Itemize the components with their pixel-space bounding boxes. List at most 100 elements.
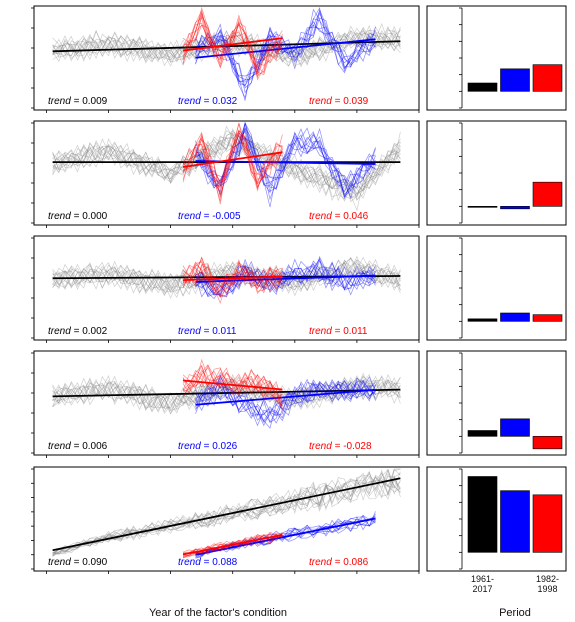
trend-line <box>195 274 376 283</box>
ensemble-line <box>195 518 376 557</box>
ensemble-line <box>195 134 376 193</box>
ensemble-line <box>195 24 376 80</box>
contribution-bar <box>467 206 498 208</box>
contribution-bar <box>467 430 498 437</box>
ensemble-line <box>195 122 376 197</box>
ensemble-line <box>52 130 401 197</box>
period-category-label: 2017 <box>472 584 492 594</box>
ensemble-line <box>182 17 283 71</box>
bar-panel-frame <box>426 120 567 226</box>
ensemble-line <box>182 131 283 198</box>
trend-line <box>183 275 283 281</box>
contribution-bar <box>500 206 530 210</box>
ensemble-line <box>182 10 283 81</box>
ensemble-line <box>195 264 376 298</box>
ensemble-line <box>52 468 401 554</box>
ensemble-line <box>52 137 401 198</box>
trend-line <box>195 388 376 406</box>
contribution-bar <box>500 68 530 92</box>
ensemble-line <box>195 26 376 94</box>
ensemble-line <box>182 15 283 75</box>
trend-label: trend = 0.088 <box>178 557 238 568</box>
ensemble-line <box>195 127 376 201</box>
ensemble-line <box>195 17 376 101</box>
ensemble-line <box>52 261 401 293</box>
ensemble-line <box>52 474 401 554</box>
ensemble-line <box>182 534 283 557</box>
ensemble-line <box>52 26 401 66</box>
ensemble-line <box>52 127 401 201</box>
trend-line <box>182 379 283 391</box>
trend-label: trend = 0.002 <box>48 326 108 337</box>
ensemble-line <box>195 121 376 199</box>
ensemble-line <box>52 468 401 557</box>
time-series-panel: trend = 0.009 trend = 0.032 trend = 0.039 <box>31 5 420 113</box>
ensemble-line <box>182 122 283 186</box>
ensemble-line <box>52 26 401 65</box>
ensemble-line <box>182 24 283 63</box>
trend-label: trend = 0.090 <box>48 557 108 568</box>
contribution-bar-panel <box>426 120 567 226</box>
panel-frame <box>33 235 420 341</box>
ensemble-line <box>195 375 376 416</box>
contribution-bar-panel <box>426 235 567 341</box>
ensemble-line <box>52 476 401 557</box>
ensemble-line <box>182 367 283 401</box>
contribution-bar <box>532 436 563 450</box>
ensemble-line <box>195 121 376 192</box>
contribution-bar <box>500 490 530 553</box>
ensemble-line <box>182 9 283 75</box>
ensemble-line <box>52 375 401 416</box>
trend-label: trend = 0.000 <box>48 211 108 222</box>
ensemble-line <box>52 473 401 557</box>
trend-label: trend = 0.086 <box>309 557 369 568</box>
ensemble-line <box>182 134 283 195</box>
ensemble-line <box>195 122 376 198</box>
ensemble-line <box>182 261 283 294</box>
bar-panel-frame <box>426 235 567 341</box>
time-series-panel: trend = 0.002 trend = 0.011 trend = 0.011 <box>31 235 420 343</box>
contribution-bar <box>467 476 498 553</box>
trend-label: trend = 0.011 <box>309 326 368 337</box>
ensemble-line <box>182 129 283 192</box>
time-series-panel: trend = 0.006 trend = 0.026 trend = -0.028 <box>31 350 420 458</box>
trend-label: trend = 0.046 <box>309 211 369 222</box>
ensemble-line <box>195 127 376 196</box>
contribution-bar <box>532 64 563 92</box>
ensemble-line <box>182 367 283 408</box>
contribution-bar <box>467 82 498 92</box>
ensemble-line <box>52 375 401 409</box>
time-series-panel: trend = 0.000 trend = -0.005 trend = 0.046 <box>31 120 420 228</box>
ensemble-line <box>52 131 401 202</box>
ensemble-line <box>182 366 283 406</box>
ensemble-line <box>182 12 283 79</box>
ensemble-line <box>195 373 376 427</box>
ensemble-line <box>182 263 283 299</box>
ensemble-line <box>52 259 401 296</box>
ensemble-line <box>195 21 376 89</box>
panel-frame <box>33 5 420 111</box>
ensemble-line <box>195 381 376 429</box>
contribution-bar <box>467 318 498 322</box>
ensemble-line <box>52 130 401 197</box>
ensemble-line <box>182 258 283 297</box>
ensemble-line <box>52 472 401 555</box>
trend-line <box>182 37 283 52</box>
trend-line <box>52 477 401 552</box>
ensemble-line <box>182 358 283 413</box>
trend-label: trend = 0.039 <box>309 96 369 107</box>
ensemble-line <box>52 257 401 294</box>
period-category-label: 1998 <box>537 584 557 594</box>
ensemble-line <box>52 25 401 64</box>
ensemble-line <box>52 29 401 67</box>
bar-panel-frame <box>426 5 567 111</box>
ensemble-line <box>182 122 283 195</box>
contribution-bar <box>532 181 563 207</box>
contribution-bar <box>500 418 530 437</box>
trend-label: trend = 0.006 <box>48 441 108 452</box>
ensemble-line <box>52 375 401 413</box>
ensemble-line <box>52 131 401 194</box>
ensemble-line <box>182 132 283 190</box>
ensemble-line <box>52 127 401 200</box>
